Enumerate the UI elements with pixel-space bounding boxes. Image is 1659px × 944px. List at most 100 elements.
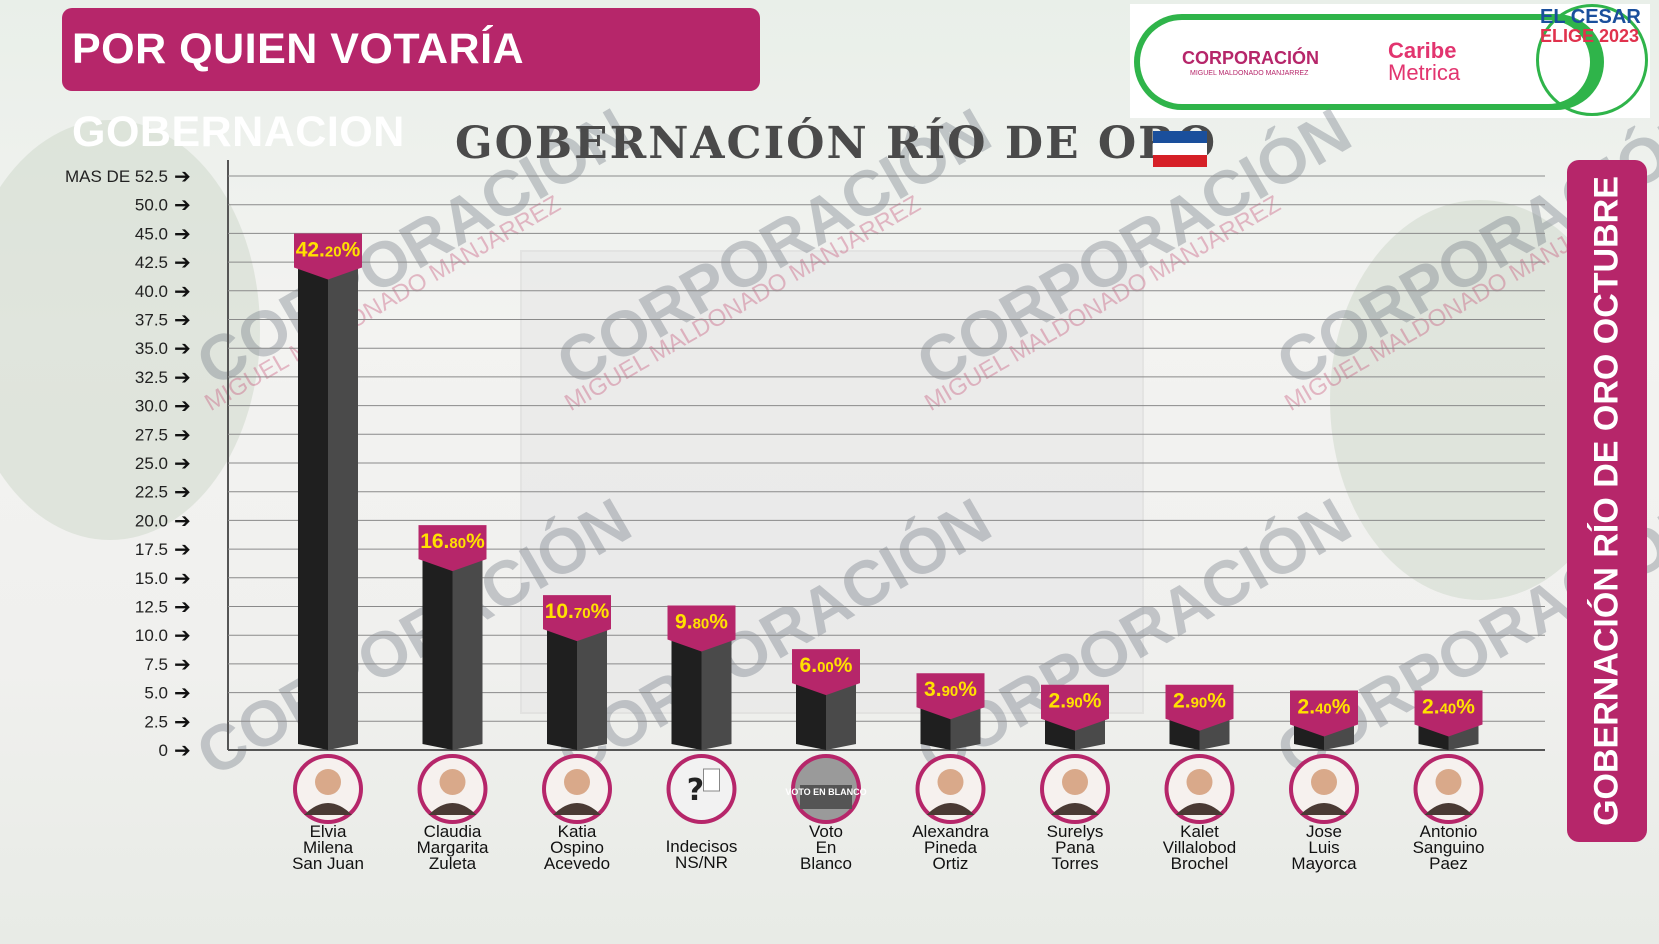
bar-front bbox=[796, 681, 826, 750]
tick-arrow-icon: ➔ bbox=[174, 193, 191, 217]
bar-value-label: 2.40% bbox=[1298, 695, 1351, 718]
ballot-box-icon bbox=[800, 785, 852, 809]
bar-side bbox=[1199, 716, 1230, 750]
candidate-name-label: Alexandra bbox=[912, 822, 989, 841]
bar-value-label-bg bbox=[418, 525, 487, 572]
candidate-name-label: Brochel bbox=[1171, 854, 1229, 873]
person-shoulders-icon bbox=[553, 803, 601, 815]
y-tick-label: 40.0 bbox=[135, 282, 168, 301]
y-tick-label: 20.0 bbox=[135, 511, 168, 530]
y-tick-label: 7.5 bbox=[144, 655, 168, 674]
corporacion-logo-subtext: MIGUEL MALDONADO MANJARREZ bbox=[1190, 70, 1309, 77]
tick-arrow-icon: ➔ bbox=[174, 508, 191, 532]
person-shoulders-icon bbox=[1051, 803, 1099, 815]
bar-front bbox=[1294, 722, 1324, 750]
candidate-name-label: NS/NR bbox=[675, 853, 728, 872]
candidate-name-label: Surelys bbox=[1047, 822, 1104, 841]
bar-front bbox=[1045, 716, 1075, 750]
person-shoulders-icon bbox=[1300, 803, 1348, 815]
candidate-name-label: San Juan bbox=[292, 854, 364, 873]
y-tick-label: 32.5 bbox=[135, 368, 168, 387]
candidate-name-label: Claudia bbox=[424, 822, 482, 841]
bar-value-label: 10.70% bbox=[545, 600, 610, 623]
bar-side bbox=[1075, 716, 1105, 750]
tick-arrow-icon: ➔ bbox=[174, 566, 191, 590]
tick-arrow-icon: ➔ bbox=[174, 164, 191, 188]
y-tick-label: MAS DE 52.5 bbox=[65, 167, 168, 186]
chart-title: GOBERNACIÓN RÍO DE ORO bbox=[455, 118, 1218, 169]
bar-value-label: 42.20% bbox=[296, 239, 361, 262]
person-face-icon bbox=[1311, 769, 1337, 795]
elige-logo-text: ELIGE 2023 bbox=[1540, 26, 1640, 46]
person-shoulders-icon bbox=[304, 803, 352, 815]
candidate-name-label: Sanguino bbox=[1413, 838, 1485, 857]
y-tick-label: 25.0 bbox=[135, 454, 168, 473]
bar-value-label: 6.00% bbox=[800, 654, 853, 677]
y-tick-label: 5.0 bbox=[144, 684, 168, 703]
tick-arrow-icon: ➔ bbox=[174, 480, 191, 504]
question-mark-text: ? bbox=[687, 773, 704, 808]
person-face-icon bbox=[1186, 769, 1213, 795]
y-tick-label: 35.0 bbox=[135, 339, 168, 358]
bar-front bbox=[298, 265, 328, 750]
bar-value-label: 3.90% bbox=[924, 678, 977, 701]
page-title: POR QUIEN VOTARÍA GOBERNACION bbox=[62, 8, 760, 156]
candidate-name-label: Zuleta bbox=[429, 854, 477, 873]
person-face-icon bbox=[1062, 769, 1088, 795]
tick-arrow-icon: ➔ bbox=[174, 652, 191, 676]
bar-value-label-bg bbox=[916, 673, 985, 720]
bar-value-label-bg bbox=[792, 649, 860, 696]
tick-arrow-icon: ➔ bbox=[174, 709, 191, 733]
candidate-name-label: Blanco bbox=[800, 854, 852, 873]
tick-arrow-icon: ➔ bbox=[174, 336, 191, 360]
y-tick-label: 30.0 bbox=[135, 397, 168, 416]
y-tick-label: 27.5 bbox=[135, 425, 168, 444]
bar-value-label-bg bbox=[1414, 690, 1483, 737]
candidate-name-label: Torres bbox=[1051, 854, 1098, 873]
bar-value-label-bg bbox=[1290, 690, 1358, 737]
y-tick-label: 45.0 bbox=[135, 224, 168, 243]
bar-value-label-bg bbox=[1041, 684, 1109, 731]
logo-inner bbox=[1140, 20, 1590, 104]
candidate-name-label: Pana bbox=[1055, 838, 1095, 857]
candidate-name-label: Milena bbox=[303, 838, 354, 857]
caribe-logo-text: Caribe bbox=[1388, 38, 1457, 63]
y-tick-label: 10.0 bbox=[135, 626, 168, 645]
bar-front bbox=[1169, 716, 1200, 750]
person-shoulders-icon bbox=[1424, 803, 1473, 815]
bar-side bbox=[1324, 722, 1354, 750]
bar-side bbox=[577, 627, 607, 750]
y-tick-label: 37.5 bbox=[135, 311, 168, 330]
candidate-name-label: Luis bbox=[1308, 838, 1339, 857]
y-tick-label: 17.5 bbox=[135, 540, 168, 559]
tick-arrow-icon: ➔ bbox=[174, 738, 191, 762]
background-building bbox=[520, 250, 1144, 714]
tick-arrow-icon: ➔ bbox=[174, 623, 191, 647]
bar-side bbox=[701, 637, 732, 750]
tick-arrow-icon: ➔ bbox=[174, 221, 191, 245]
cesar-elige-logo bbox=[1536, 4, 1648, 116]
bar-side bbox=[328, 265, 358, 750]
background-tree bbox=[0, 120, 260, 540]
y-tick-label: 22.5 bbox=[135, 483, 168, 502]
person-face-icon bbox=[315, 769, 341, 795]
candidate-name-label: Antonio bbox=[1420, 822, 1478, 841]
tick-arrow-icon: ➔ bbox=[174, 308, 191, 332]
bar-value-label: 2.40% bbox=[1422, 695, 1475, 718]
bar-value-label: 16.80% bbox=[420, 530, 485, 553]
tick-arrow-icon: ➔ bbox=[174, 595, 191, 619]
cesar-logo-text: EL CESAR bbox=[1540, 6, 1641, 28]
bar-value-label-bg bbox=[667, 605, 736, 652]
y-tick-label: 50.0 bbox=[135, 196, 168, 215]
candidate-name-label: Ospino bbox=[550, 838, 604, 857]
bar-value-label: 2.90% bbox=[1173, 690, 1226, 713]
bar-side bbox=[1448, 722, 1479, 750]
bar-front bbox=[422, 557, 453, 750]
bar-front bbox=[547, 627, 577, 750]
y-tick-label: 0 bbox=[159, 741, 168, 760]
candidate-name-label: Margarita bbox=[417, 838, 489, 857]
candidate-name-label: Katia bbox=[558, 822, 597, 841]
bar-side bbox=[826, 681, 856, 750]
person-face-icon bbox=[564, 769, 590, 795]
